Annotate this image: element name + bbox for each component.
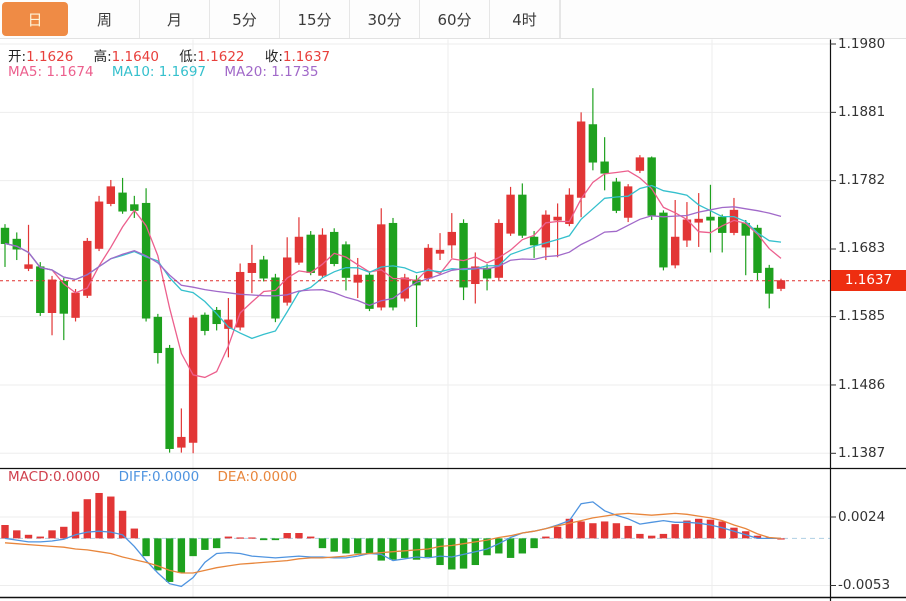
tab-30min[interactable]: 30分	[350, 0, 420, 38]
tab-month[interactable]: 月	[140, 0, 210, 38]
price-tick-3: 1.1683	[838, 240, 886, 256]
price-tick-0: 1.1980	[838, 36, 886, 52]
high-label: 高:	[93, 49, 112, 65]
close-label: 收:	[264, 49, 283, 65]
tab-5min[interactable]: 5分	[210, 0, 280, 38]
price-tick-6: 1.1387	[838, 445, 886, 461]
dea-value: DEA:0.0000	[217, 469, 298, 485]
price-tick-4: 1.1585	[838, 308, 886, 324]
macd-tick-1: -0.0053	[838, 577, 891, 593]
low-label: 低:	[179, 49, 198, 65]
tab-bar-filler	[560, 0, 906, 38]
ma5-value: MA5: 1.1674	[8, 64, 94, 80]
price-tick-1: 1.1881	[838, 104, 886, 120]
last-price-badge: 1.1637	[831, 270, 906, 291]
ma20-value: MA20: 1.1735	[224, 64, 319, 80]
macd-tick-0: 0.0024	[838, 509, 886, 525]
macd-readout: MACD:0.0000 DIFF:0.0000 DEA:0.0000	[8, 469, 297, 485]
ma-readout: MA5: 1.1674 MA10: 1.1697 MA20: 1.1735	[8, 64, 318, 80]
tab-4hour[interactable]: 4时	[490, 0, 560, 38]
tab-week[interactable]: 周	[70, 0, 140, 38]
high-value: 1.1640	[111, 49, 159, 65]
ohlc-readout: 开:1.1626 高:1.1640 低:1.1622 收:1.1637	[8, 45, 346, 65]
open-value: 1.1626	[26, 49, 74, 65]
period-tab-bar: 日 周 月 5分 15分 30分 60分 4时	[0, 0, 906, 39]
low-value: 1.1622	[197, 49, 245, 65]
close-value: 1.1637	[282, 49, 331, 65]
tab-15min[interactable]: 15分	[280, 0, 350, 38]
tab-day[interactable]: 日	[2, 2, 68, 36]
macd-value: MACD:0.0000	[8, 469, 101, 485]
price-tick-2: 1.1782	[838, 172, 886, 188]
tab-60min[interactable]: 60分	[420, 0, 490, 38]
diff-value: DIFF:0.0000	[118, 469, 200, 485]
open-label: 开:	[8, 49, 27, 65]
price-tick-5: 1.1486	[838, 377, 886, 393]
ma10-value: MA10: 1.1697	[111, 64, 207, 80]
